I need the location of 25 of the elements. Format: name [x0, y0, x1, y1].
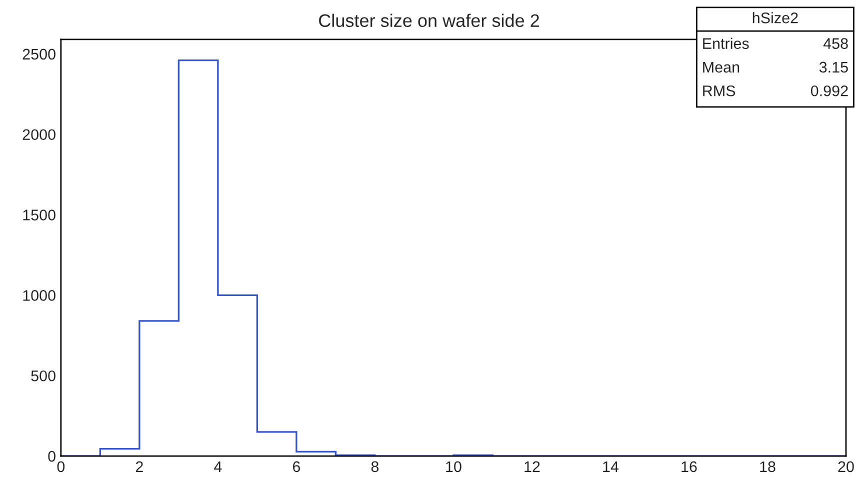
- x-tick-label: 12: [524, 461, 540, 472]
- annotation: 458: [823, 38, 848, 49]
- y-tick-label: 2000: [22, 129, 56, 140]
- y-tick-label: 0: [48, 450, 56, 462]
- x-tick-label: 6: [292, 461, 300, 472]
- x-tick-label: 14: [603, 461, 619, 472]
- x-tick-label: 18: [760, 461, 776, 472]
- x-tick-label: 2: [136, 461, 143, 472]
- y-tick-label: 500: [31, 370, 56, 382]
- annotation: RMS: [703, 85, 736, 96]
- annotation: Mean: [703, 62, 740, 73]
- annotation: Entries: [703, 38, 749, 49]
- x-tick-label: 10: [446, 461, 462, 472]
- y-tick-label: 1000: [23, 290, 56, 301]
- x-tick-label: 0: [57, 461, 65, 472]
- annotation: 3.15: [819, 62, 848, 73]
- y-tick-label: 1500: [23, 210, 56, 220]
- annotation: 0.992: [810, 85, 848, 96]
- x-tick-label: 20: [838, 461, 854, 472]
- text: hSize2: [752, 12, 798, 24]
- x-tick-label: 8: [371, 461, 379, 472]
- y-tick-label: 2500: [22, 48, 56, 60]
- chart-title: Cluster size on wafer side 2: [319, 14, 539, 28]
- x-tick-label: 16: [682, 461, 697, 472]
- x-tick-label: 4: [214, 461, 222, 472]
